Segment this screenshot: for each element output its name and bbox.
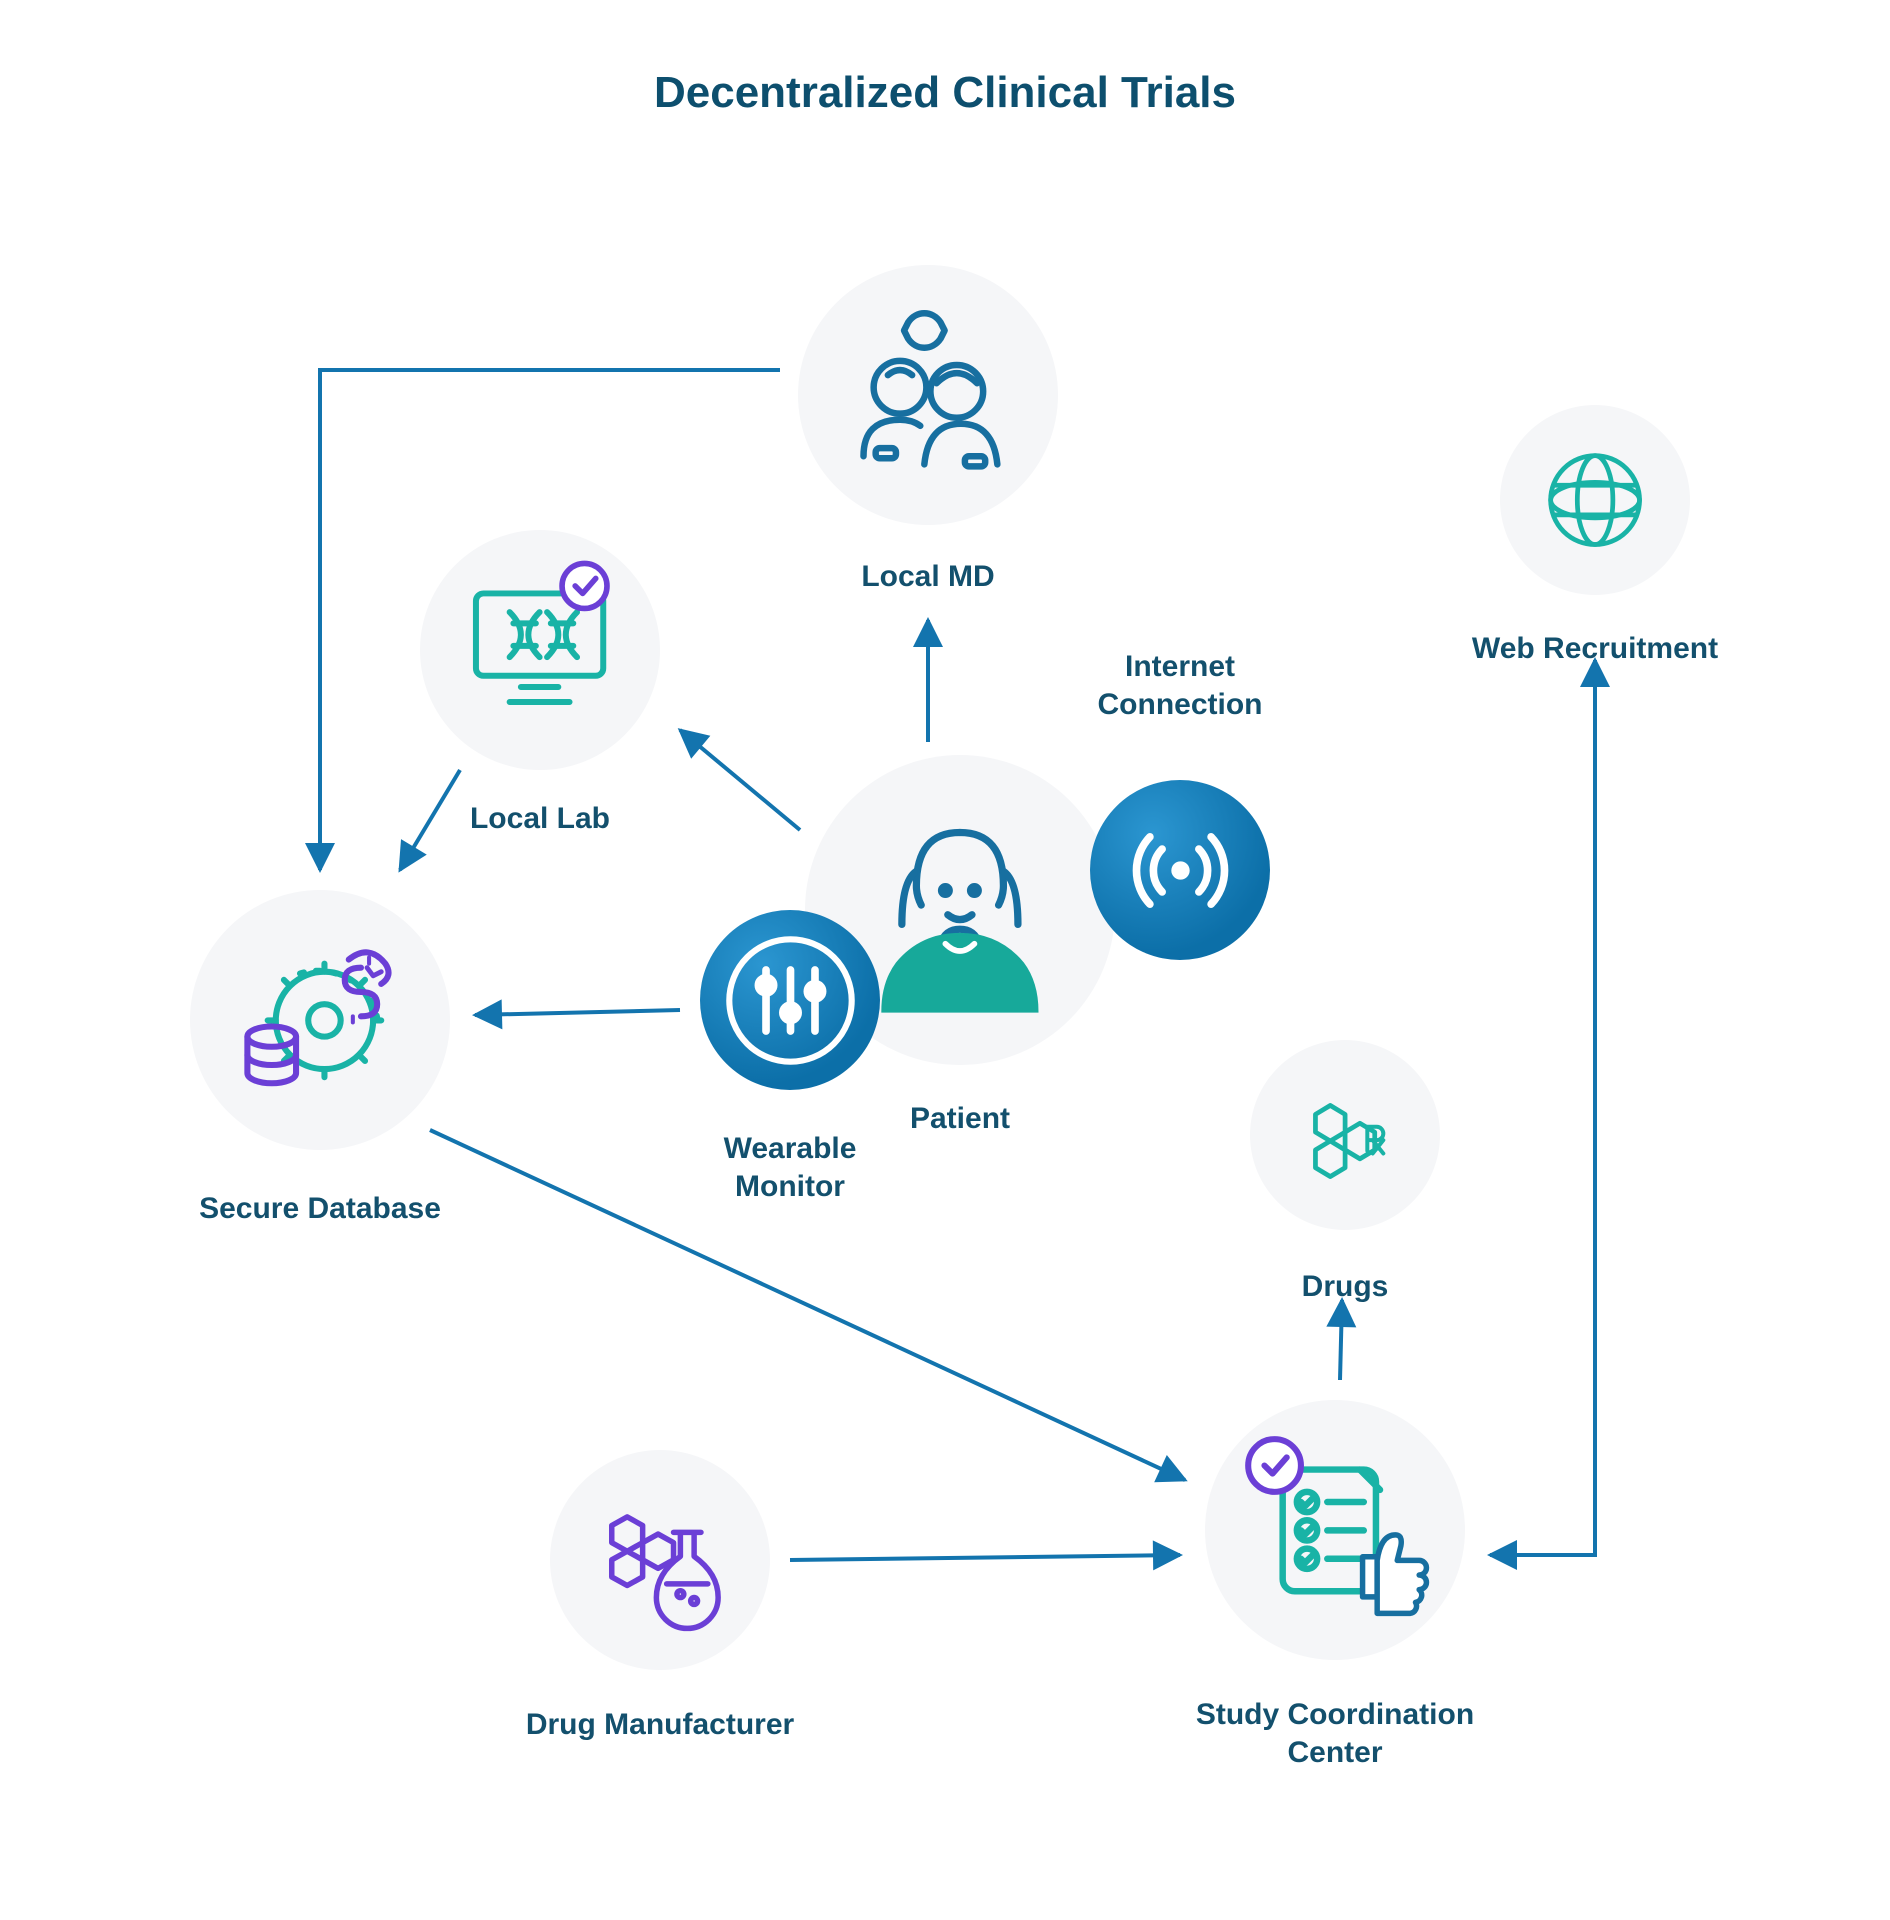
wifi-icon xyxy=(1104,794,1257,947)
label-drug_mfr: Drug Manufacturer xyxy=(460,1706,860,1744)
node-local_md xyxy=(798,265,1058,525)
label-drugs: Drugs xyxy=(1145,1268,1545,1306)
edge-wearable-secure_db xyxy=(475,1010,680,1015)
label-wearable: Wearable Monitor xyxy=(590,1130,990,1205)
node-web xyxy=(1500,405,1690,595)
label-secure_db: Secure Database xyxy=(120,1190,520,1228)
database-gear-icon xyxy=(219,919,422,1122)
label-internet: Internet Connection xyxy=(980,648,1380,723)
node-local_lab xyxy=(420,530,660,770)
label-web: Web Recruitment xyxy=(1395,630,1795,668)
node-wearable xyxy=(700,910,880,1090)
node-drug_mfr xyxy=(550,1450,770,1670)
label-local_lab: Local Lab xyxy=(340,800,740,838)
node-internet xyxy=(1090,780,1270,960)
node-study xyxy=(1205,1400,1465,1660)
edge-drug_mfr-study xyxy=(790,1555,1180,1560)
node-drugs xyxy=(1250,1040,1440,1230)
edge-web-study xyxy=(1490,660,1595,1555)
sliders-icon xyxy=(714,924,867,1077)
node-secure_db xyxy=(190,890,450,1150)
edge-study-drugs xyxy=(1340,1300,1342,1380)
label-study: Study Coordination Center xyxy=(1135,1696,1535,1771)
monitor-dna-icon xyxy=(446,556,633,743)
globe-icon xyxy=(1521,426,1669,574)
diagram-root: Decentralized Clinical Trials xyxy=(0,0,1890,1920)
doctors-icon xyxy=(827,294,1030,497)
label-local_md: Local MD xyxy=(728,558,1128,596)
checklist-thumb-icon xyxy=(1234,1429,1437,1632)
molecule-rx-icon xyxy=(1271,1061,1419,1209)
molecule-flask-icon xyxy=(574,1474,746,1646)
